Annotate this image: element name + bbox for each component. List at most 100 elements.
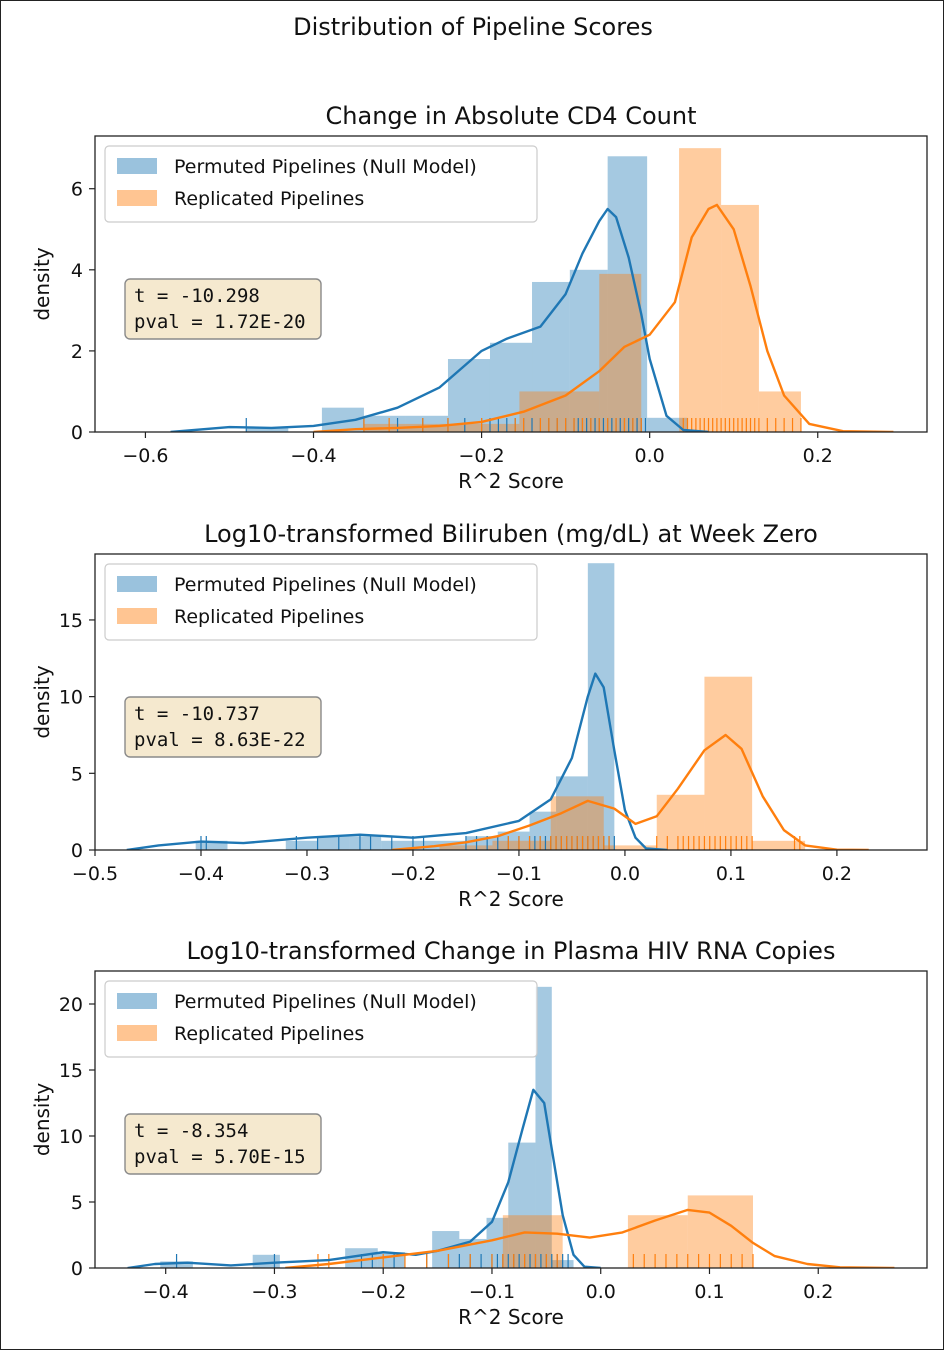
x-tick-label: 0.2 — [822, 863, 852, 885]
replicated-hist-bar — [704, 676, 753, 850]
p-value: pval = 1.72E-20 — [134, 311, 306, 333]
x-axis-label: R^2 Score — [458, 1305, 564, 1329]
t-statistic: t = -8.354 — [134, 1120, 248, 1142]
null-hist-bar — [412, 840, 440, 850]
plot-title: Change in Absolute CD4 Count — [326, 102, 697, 130]
stats-box: t = -10.298 pval = 1.72E-20 — [124, 278, 322, 340]
x-tick-label: 0.0 — [586, 1281, 616, 1303]
x-tick-label: 0.1 — [694, 1281, 724, 1303]
null-kde-line — [127, 1088, 601, 1268]
x-tick-label: −0.4 — [290, 445, 336, 467]
null-hist-bar — [252, 1254, 280, 1268]
replicated-kde-line — [285, 1208, 895, 1268]
y-tick-label: 2 — [71, 341, 83, 363]
y-tick-label: 10 — [59, 687, 83, 709]
axes-frame — [94, 135, 928, 433]
x-tick-label: −0.3 — [251, 1281, 297, 1303]
null-kde-line — [170, 207, 709, 432]
x-axis-label: R^2 Score — [458, 469, 564, 493]
null-hist-bar — [569, 269, 608, 432]
legend-label: Replicated Pipelines — [174, 606, 364, 628]
legend: Permuted Pipelines (Null Model) Replicate… — [104, 980, 538, 1058]
y-tick-label: 4 — [71, 260, 83, 282]
legend-label: Permuted Pipelines (Null Model) — [174, 156, 477, 178]
x-tick-label: 0.0 — [610, 863, 640, 885]
y-tick-label: 5 — [71, 763, 83, 785]
legend-swatch-null — [117, 576, 157, 592]
replicated-kde-line — [313, 203, 894, 432]
legend-label: Permuted Pipelines (Null Model) — [174, 991, 477, 1013]
x-tick-label: −0.6 — [122, 445, 168, 467]
x-tick-label: 0.2 — [803, 1281, 833, 1303]
replicated-hist-bar — [758, 391, 801, 432]
p-value: pval = 5.70E-15 — [134, 1146, 306, 1168]
y-tick-label: 0 — [71, 1258, 83, 1280]
stats-box-frame — [124, 1113, 322, 1175]
null-hist-bar — [246, 427, 289, 432]
x-tick-label: −0.2 — [459, 445, 505, 467]
replicated-hist-bar — [752, 840, 806, 850]
legend-swatch-replicated — [117, 1025, 157, 1041]
null-hist-bar — [381, 840, 413, 850]
null-hist-bar — [349, 836, 382, 850]
x-tick-label: −0.4 — [178, 863, 224, 885]
stats-box: t = -10.737 pval = 8.63E-22 — [124, 696, 322, 758]
plot-area-1 — [170, 148, 894, 432]
legend-label: Replicated Pipelines — [174, 188, 364, 210]
x-tick-label: −0.3 — [284, 863, 330, 885]
legend: Permuted Pipelines (Null Model) Replicate… — [104, 563, 538, 641]
x-tick-label: 0.0 — [635, 445, 665, 467]
plot-area-3 — [127, 986, 895, 1268]
y-tick-label: 0 — [71, 422, 83, 444]
replicated-hist-bar — [599, 273, 642, 432]
null-hist-bar — [607, 156, 648, 432]
x-axis-label: R^2 Score — [458, 887, 564, 911]
replicated-hist-bar — [603, 845, 657, 850]
legend-swatch-null — [117, 158, 157, 174]
legend-label: Permuted Pipelines (Null Model) — [174, 574, 477, 596]
t-statistic: t = -10.737 — [134, 703, 260, 725]
null-hist-bar — [285, 840, 318, 850]
y-axis-label: density — [30, 247, 54, 320]
y-tick-label: 10 — [59, 1126, 83, 1148]
axes-frame — [94, 553, 928, 851]
replicated-hist-bar — [721, 204, 759, 432]
y-tick-label: 0 — [71, 840, 83, 862]
null-hist-bar — [447, 359, 490, 432]
legend-box — [104, 145, 538, 223]
legend-box — [104, 563, 538, 641]
y-tick-label: 15 — [59, 1060, 83, 1082]
y-tick-label: 15 — [59, 610, 83, 632]
null-kde-line — [126, 672, 668, 850]
null-hist-bar — [497, 831, 530, 850]
replicated-hist-bar — [492, 840, 551, 850]
x-tick-label: −0.1 — [496, 863, 542, 885]
y-tick-label: 5 — [71, 1192, 83, 1214]
replicated-hist-bar — [679, 148, 722, 432]
null-hist-bar — [317, 836, 350, 850]
replicated-hist-bar — [447, 423, 520, 432]
y-tick-label: 6 — [71, 179, 83, 201]
legend-swatch-replicated — [117, 190, 157, 206]
stats-box-frame — [124, 696, 322, 758]
x-tick-label: −0.5 — [72, 863, 118, 885]
legend-swatch-replicated — [117, 608, 157, 624]
plot-title: Log10-transformed Change in Plasma HIV R… — [187, 937, 836, 965]
replicated-hist-bar — [656, 794, 705, 850]
t-statistic: t = -10.298 — [134, 285, 260, 307]
legend-label: Replicated Pipelines — [174, 1023, 364, 1045]
null-hist-bar — [647, 417, 688, 432]
legend: Permuted Pipelines (Null Model) Replicate… — [104, 145, 538, 223]
stats-box-frame — [124, 278, 322, 340]
x-tick-label: −0.4 — [143, 1281, 189, 1303]
y-tick-label: 20 — [59, 994, 83, 1016]
x-tick-label: −0.2 — [390, 863, 436, 885]
p-value: pval = 8.63E-22 — [134, 729, 306, 751]
x-tick-label: −0.2 — [360, 1281, 406, 1303]
x-tick-label: 0.1 — [716, 863, 746, 885]
x-tick-label: −0.1 — [469, 1281, 515, 1303]
null-hist-bar — [439, 840, 466, 850]
null-hist-bar — [535, 986, 552, 1268]
